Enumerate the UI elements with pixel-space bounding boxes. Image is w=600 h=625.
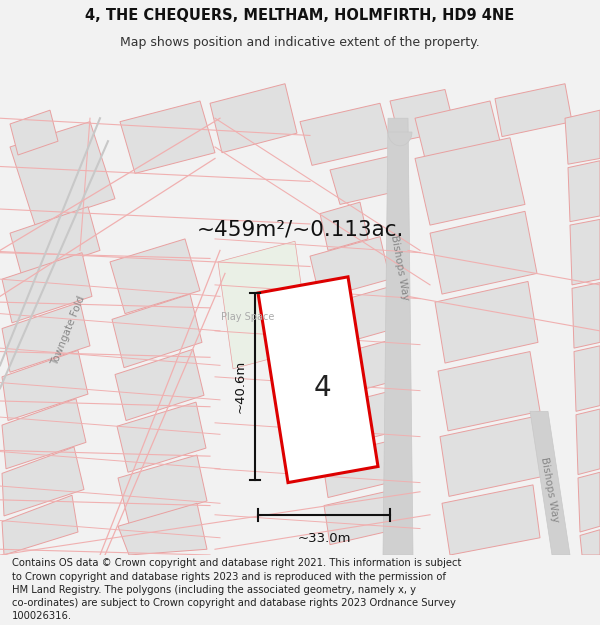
Polygon shape [2,253,92,323]
Polygon shape [324,489,400,544]
Text: Towngate Fold: Towngate Fold [49,294,86,367]
Polygon shape [495,84,572,137]
Polygon shape [580,530,600,555]
Polygon shape [438,351,540,431]
Polygon shape [430,211,537,294]
Polygon shape [2,302,90,372]
Polygon shape [383,118,413,555]
Polygon shape [118,503,207,555]
Text: Bishops Way: Bishops Way [539,456,560,523]
Polygon shape [300,103,392,166]
Polygon shape [2,399,86,469]
Text: ~459m²/~0.113ac.: ~459m²/~0.113ac. [196,220,404,240]
Text: Bishops Way: Bishops Way [389,234,410,301]
Text: ~40.6m: ~40.6m [234,360,247,413]
Polygon shape [310,237,390,299]
Polygon shape [435,281,538,363]
Text: 4: 4 [313,374,331,402]
Polygon shape [578,472,600,532]
Polygon shape [10,122,115,225]
Polygon shape [2,495,78,555]
Polygon shape [2,447,84,516]
Polygon shape [118,455,207,524]
Polygon shape [258,277,378,482]
Polygon shape [210,84,297,152]
Polygon shape [110,239,200,314]
Polygon shape [320,202,368,251]
Polygon shape [117,402,206,472]
Polygon shape [315,287,395,349]
Polygon shape [10,110,58,155]
Polygon shape [572,282,600,348]
Polygon shape [415,138,525,225]
Polygon shape [218,241,310,369]
Polygon shape [10,207,100,277]
Polygon shape [330,156,400,204]
Polygon shape [390,89,455,141]
Text: ~33.0m: ~33.0m [297,532,351,545]
Polygon shape [568,161,600,222]
Polygon shape [120,101,215,173]
Polygon shape [565,110,600,164]
Polygon shape [440,417,541,496]
Polygon shape [318,340,397,400]
Polygon shape [530,411,570,555]
Text: Map shows position and indicative extent of the property.: Map shows position and indicative extent… [120,36,480,49]
Text: Contains OS data © Crown copyright and database right 2021. This information is : Contains OS data © Crown copyright and d… [12,559,461,621]
Text: 4, THE CHEQUERS, MELTHAM, HOLMFIRTH, HD9 4NE: 4, THE CHEQUERS, MELTHAM, HOLMFIRTH, HD9… [85,8,515,23]
Polygon shape [388,132,412,146]
Text: Play Space: Play Space [221,312,275,322]
Polygon shape [415,101,500,159]
Polygon shape [115,349,204,421]
Polygon shape [112,294,202,368]
Polygon shape [320,391,398,449]
Polygon shape [442,485,540,555]
Polygon shape [2,351,88,421]
Polygon shape [570,219,600,285]
Polygon shape [322,440,399,498]
Polygon shape [576,409,600,474]
Polygon shape [574,346,600,411]
